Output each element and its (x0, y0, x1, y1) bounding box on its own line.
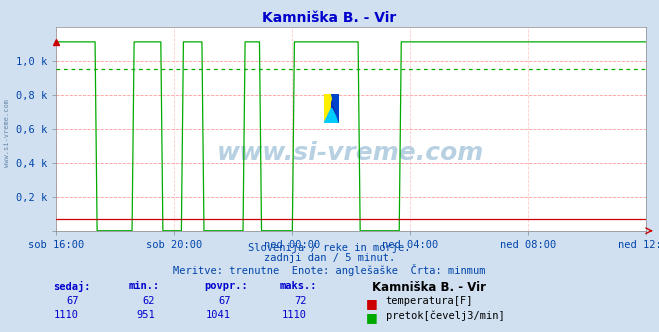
Text: Slovenija / reke in morje.: Slovenija / reke in morje. (248, 243, 411, 253)
Text: 67: 67 (67, 296, 79, 306)
Text: Kamniška B. - Vir: Kamniška B. - Vir (262, 11, 397, 25)
Text: min.:: min.: (129, 281, 159, 290)
Text: 72: 72 (294, 296, 306, 306)
Polygon shape (331, 94, 339, 123)
Polygon shape (331, 94, 339, 123)
Text: 1110: 1110 (281, 310, 306, 320)
Text: 67: 67 (218, 296, 231, 306)
Text: zadnji dan / 5 minut.: zadnji dan / 5 minut. (264, 253, 395, 263)
Text: 1110: 1110 (54, 310, 79, 320)
Text: temperatura[F]: temperatura[F] (386, 296, 473, 306)
Text: maks.:: maks.: (280, 281, 318, 290)
Polygon shape (324, 109, 339, 123)
Text: www.si-vreme.com: www.si-vreme.com (3, 99, 10, 167)
Text: 1041: 1041 (206, 310, 231, 320)
Polygon shape (324, 94, 331, 123)
Text: 62: 62 (142, 296, 155, 306)
Text: pretok[čevelj3/min]: pretok[čevelj3/min] (386, 310, 504, 321)
Text: Kamniška B. - Vir: Kamniška B. - Vir (372, 281, 486, 293)
Text: ■: ■ (366, 297, 378, 310)
Text: sedaj:: sedaj: (53, 281, 90, 291)
Text: 951: 951 (136, 310, 155, 320)
Text: Meritve: trenutne  Enote: anglešaške  Črta: minmum: Meritve: trenutne Enote: anglešaške Črta… (173, 264, 486, 276)
Polygon shape (324, 109, 339, 123)
Text: povpr.:: povpr.: (204, 281, 248, 290)
Text: ■: ■ (366, 311, 378, 324)
Text: www.si-vreme.com: www.si-vreme.com (217, 141, 484, 165)
Polygon shape (324, 94, 331, 123)
